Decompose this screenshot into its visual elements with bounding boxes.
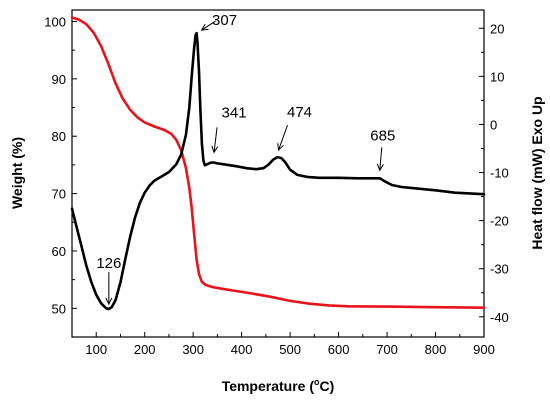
annotation-label: 307: [212, 12, 237, 29]
annotation-label: 341: [222, 104, 247, 121]
x-axis-title-degree: o: [314, 377, 320, 387]
weight-curve: [70, 16, 486, 309]
y-left-tick-label: 100: [44, 14, 66, 29]
annotation-arrow: [379, 147, 383, 171]
annotation-arrow: [213, 127, 218, 153]
x-axis-title: Temperature (oC): [222, 377, 335, 394]
x-tick-label: 200: [134, 342, 156, 357]
annotation-arrow: [201, 20, 216, 31]
x-tick-label: 300: [182, 342, 204, 357]
annotation-arrowhead: [200, 23, 209, 31]
x-tick-label: 800: [425, 342, 447, 357]
x-axis-title-unit: C): [320, 378, 335, 394]
annotation-arrow: [278, 124, 288, 151]
y-left-tick-label: 80: [52, 129, 66, 144]
y-left-axis-title: Weight (%): [9, 137, 25, 209]
y-right-tick-label: -30: [490, 262, 509, 277]
heat-flow-curve: [70, 31, 486, 311]
x-tick-label: 500: [279, 342, 301, 357]
x-tick-label: 400: [231, 342, 253, 357]
annotation-label: 126: [96, 255, 121, 272]
y-right-tick-label: -10: [490, 166, 509, 181]
y-right-tick-label: 10: [490, 69, 504, 84]
series-lines: [70, 16, 486, 311]
y-left-tick-label: 60: [52, 244, 66, 259]
x-tick-label: 100: [85, 342, 107, 357]
annotation-arrowhead: [376, 163, 384, 172]
peak-annotations: 307 341 474 685 126: [96, 12, 395, 306]
plot-frame: [71, 9, 485, 338]
y-right-tick-label: 0: [490, 117, 497, 132]
y-left-tick-label: 70: [52, 187, 66, 202]
annotation-label: 685: [370, 127, 395, 144]
x-tick-label: 700: [376, 342, 398, 357]
y-left-tick-label: 90: [52, 72, 66, 87]
y-right-tick-label: -40: [490, 310, 509, 325]
y-right-tick-label: -20: [490, 214, 509, 229]
annotation-label: 474: [287, 104, 312, 121]
y-left-tick-label: 50: [52, 301, 66, 316]
y-right-tick-label: 20: [490, 21, 504, 36]
axis-ticks: 100 200 300 400 500 600 700 800 9005060708090100…: [44, 14, 509, 357]
annotation-arrowhead: [105, 297, 113, 306]
annotation-arrowhead: [211, 145, 219, 154]
x-axis-title-main: Temperature (: [222, 378, 315, 394]
x-tick-label: 600: [328, 342, 350, 357]
annotation-arrowhead: [277, 143, 284, 152]
x-tick-label: 900: [473, 342, 495, 357]
y-right-axis-title: Heat flow (mW) Exo Up: [529, 96, 545, 249]
